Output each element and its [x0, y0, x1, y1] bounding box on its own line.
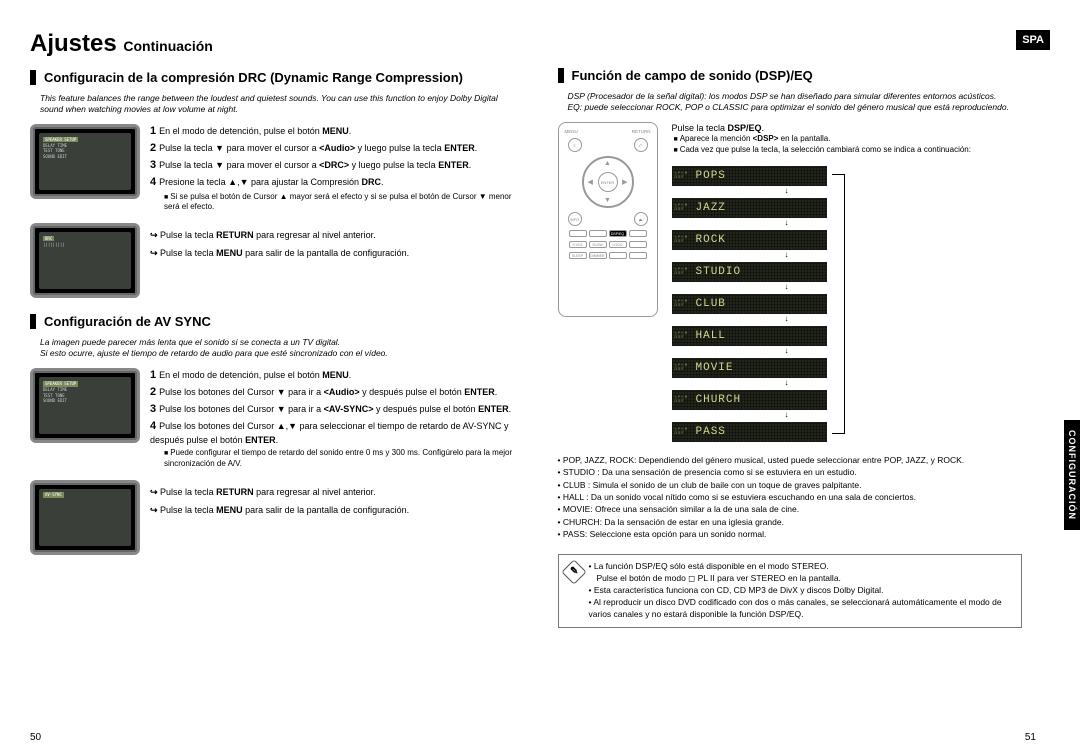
tv-thumbnail: SPEAKER SETUP DELAY TIME TEST TONE SOUND… [30, 124, 140, 199]
note-box: ✎ La función DSP/EQ sólo está disponible… [558, 554, 1023, 627]
title-main: Ajustes [30, 30, 117, 57]
page-left: Ajustes Continuación Configuracin de la … [30, 30, 523, 743]
menu-button-icon: ≡ [568, 138, 582, 152]
tv-line: SPEAKER SETUP [43, 136, 127, 143]
avsync-steps: 1En el modo de detención, pulse el botón… [150, 368, 523, 471]
dsp-mode-list: POPS ↓ JAZZ ↓ ROCK ↓ STUDIO ↓ CLUB ↓ HAL… [672, 166, 827, 442]
bullet-item: CHURCH: Da la sensación de estar en una … [558, 516, 1023, 528]
drc-steps-a: 1En el modo de detención, pulse el botón… [150, 124, 523, 215]
bullet-item: PASS: Seleccione esta opción para un son… [558, 528, 1023, 540]
dsp-mode-item: STUDIO [672, 262, 827, 282]
dsp-mode-descriptions: POP, JAZZ, ROCK: Dependiendo del género … [558, 454, 1023, 540]
page-number-right: 51 [1025, 732, 1036, 743]
section-heading-avsync: Configuración de AV SYNC [30, 314, 523, 329]
drc-footnotes: Pulse la tecla RETURN para regresar al n… [150, 223, 523, 298]
exit-button-icon: ⏏ [634, 212, 648, 226]
tv-line: SOUND EDIT [43, 154, 127, 160]
section-heading-drc: Configuracin de la compresión DRC (Dynam… [30, 70, 523, 85]
page-right: Función de campo de sonido (DSP)/EQ DSP … [558, 30, 1051, 743]
avsync-subnote: Puede configurar el tiempo de retardo de… [164, 448, 523, 470]
drc-subnote: Si se pulsa el botón de Cursor ▲ mayor s… [164, 192, 523, 214]
tv-line: DRC [43, 235, 127, 242]
dpad-icon: ▲▼ ◀▶ ENTER [582, 156, 634, 208]
dsp-mode-item: CHURCH [672, 390, 827, 410]
dsp-intro: DSP (Procesador de la señal digital): lo… [558, 91, 1051, 112]
dsp-instructions: Pulse la tecla DSP/EQ. Aparece la menció… [672, 122, 1051, 156]
title-suffix: Continuación [123, 38, 212, 54]
note-item: Al reproducir un disco DVD codificado co… [589, 597, 1014, 621]
tv-thumbnail: SPEAKER SETUP DELAY TIME TEST TONE SOUND… [30, 368, 140, 443]
bullet-item: MOVIE: Ofrece una sensación similar a la… [558, 503, 1023, 515]
dsp-mode-item: CLUB [672, 294, 827, 314]
section-heading-dsp: Función de campo de sonido (DSP)/EQ [558, 68, 1051, 83]
tv-thumbnail: DRC ||||||||| [30, 223, 140, 298]
heading-text: Configuración de AV SYNC [44, 314, 211, 329]
enter-button-icon: ENTER [598, 172, 618, 192]
dsp-mode-item: ROCK [672, 230, 827, 250]
heading-text: Configuracin de la compresión DRC (Dynam… [44, 70, 463, 85]
tv-thumbnail: AV-SYNC [30, 480, 140, 555]
return-button-icon: ⤺ [634, 138, 648, 152]
avsync-footnotes: Pulse la tecla RETURN para regresar al n… [150, 480, 523, 555]
info-button-icon: INFO [568, 212, 582, 226]
remote-illustration: MENU RETURN ≡ ⤺ ▲▼ ◀▶ ENTER INFO [558, 122, 658, 317]
page-number-left: 50 [30, 732, 41, 743]
note-icon: ✎ [561, 559, 586, 584]
drc-intro: This feature balances the range between … [30, 93, 523, 114]
heading-text: Función de campo de sonido (DSP)/EQ [572, 68, 813, 83]
note-item: Pulse el botón de modo ◻ PL II para ver … [589, 573, 1014, 585]
dspeq-button-icon: DSP/EQ [609, 230, 627, 237]
cycle-arrow-icon [831, 174, 845, 434]
dsp-mode-item: JAZZ [672, 198, 827, 218]
dsp-mode-item: HALL [672, 326, 827, 346]
page-title: Ajustes Continuación [30, 30, 523, 58]
dsp-mode-item: MOVIE [672, 358, 827, 378]
note-item: La función DSP/EQ sólo está disponible e… [589, 561, 1014, 573]
bullet-item: HALL : Da un sonido vocal nítido como si… [558, 491, 1023, 503]
bullet-item: POP, JAZZ, ROCK: Dependiendo del género … [558, 454, 1023, 466]
note-item: Esta característica funciona con CD, CD … [589, 585, 1014, 597]
avsync-intro: La imagen puede parecer más lenta que el… [30, 337, 523, 358]
bullet-item: CLUB : Simula el sonido de un club de ba… [558, 479, 1023, 491]
dsp-mode-item: POPS [672, 166, 827, 186]
section-side-tab: CONFIGURACIÓN [1064, 420, 1080, 530]
bullet-item: STUDIO : Da una sensación de presencia c… [558, 466, 1023, 478]
dsp-mode-item: PASS [672, 422, 827, 442]
